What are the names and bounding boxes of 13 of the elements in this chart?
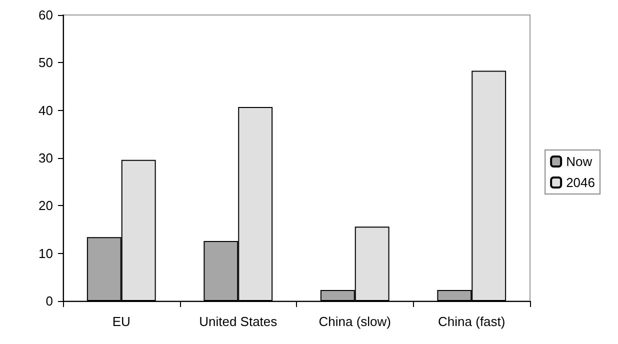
y-tick-label: 30 <box>38 150 53 166</box>
y-tick-label: 20 <box>38 198 53 214</box>
y-tick-label: 0 <box>46 294 53 308</box>
y-tick-label: 40 <box>38 102 53 118</box>
y-tick-label: 10 <box>38 246 53 261</box>
x-tick-label: United States <box>199 314 278 329</box>
y-tick-label: 60 <box>38 8 53 22</box>
x-tick-label: China (fast) <box>438 314 506 329</box>
legend-label: 2046 <box>566 175 595 190</box>
x-tick-label: China (slow) <box>318 314 391 329</box>
x-tick-label: EU <box>112 314 130 329</box>
y-tick-label: 50 <box>38 55 53 70</box>
legend-label: Now <box>566 154 593 169</box>
